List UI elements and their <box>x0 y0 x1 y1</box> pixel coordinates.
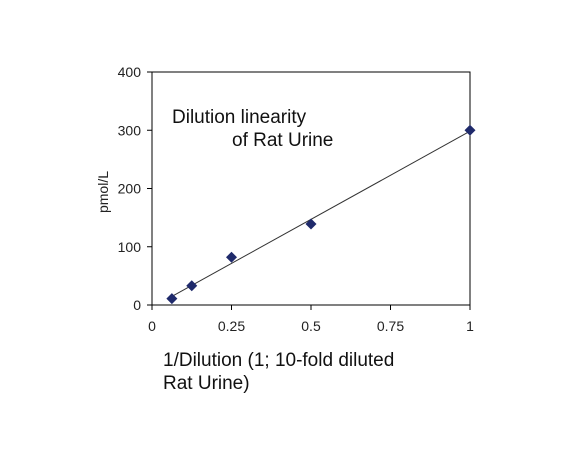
y-tick-label: 400 <box>118 64 142 80</box>
x-tick-label: 0.25 <box>218 318 245 334</box>
trendline <box>171 130 471 297</box>
data-points <box>166 124 476 305</box>
data-point <box>186 280 198 292</box>
data-point <box>464 124 476 136</box>
y-tick-label: 200 <box>118 181 142 197</box>
x-tick-label: 1 <box>466 318 474 334</box>
y-tick-label: 0 <box>133 297 141 313</box>
x-tick-label: 0 <box>148 318 156 334</box>
x-axis-label-line-2: Rat Urine) <box>163 373 250 394</box>
data-point <box>166 293 178 305</box>
x-axis-label-line-1: 1/Dilution (1; 10-fold diluted <box>163 350 394 371</box>
y-tick-label: 100 <box>118 239 142 255</box>
plot-area-frame <box>151 71 471 306</box>
chart-title-line-2: of Rat Urine <box>232 130 333 151</box>
y-tick-label: 300 <box>118 122 142 138</box>
x-axis-ticks: 0 0.25 0.5 0.75 1 <box>148 305 474 334</box>
data-point <box>226 251 237 263</box>
y-axis-ticks: 0 100 200 300 400 <box>118 64 152 313</box>
x-tick-label: 0.75 <box>377 318 404 334</box>
x-tick-label: 0.5 <box>301 318 321 334</box>
y-axis-label: pmol/L <box>95 171 111 213</box>
chart-title-line-1: Dilution linearity <box>172 107 307 128</box>
data-point <box>305 218 317 230</box>
